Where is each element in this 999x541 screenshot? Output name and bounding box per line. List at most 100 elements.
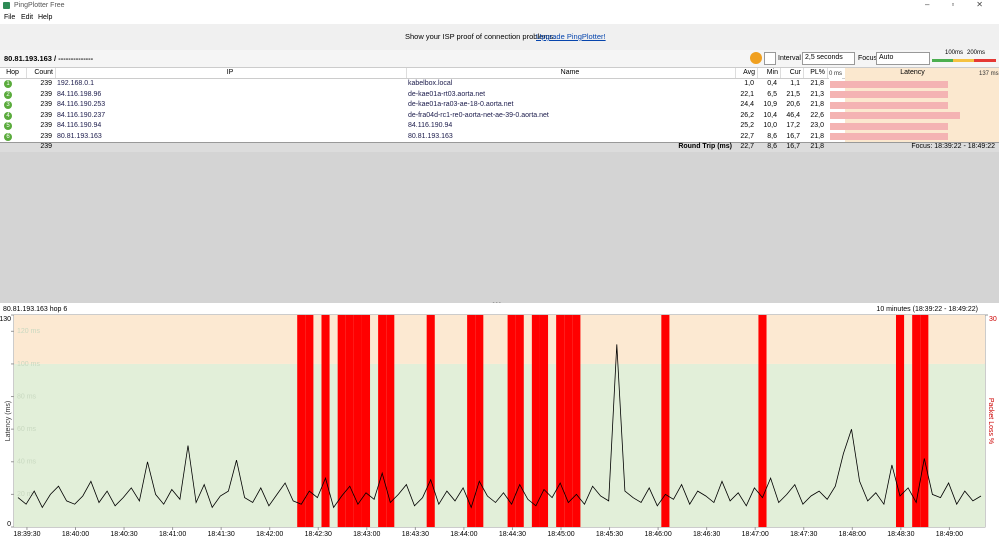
cell: 84.116.190.94 — [57, 122, 102, 129]
column-header[interactable]: Hop — [0, 68, 27, 78]
menu-item[interactable]: Edit — [21, 14, 34, 21]
cell: 1,0 — [744, 80, 754, 87]
summary-min: 8,6 — [767, 143, 777, 150]
x-tick-label: 18:41:00 — [159, 531, 186, 538]
cell: 16,7 — [786, 132, 800, 140]
packet-loss-bar — [515, 315, 524, 527]
x-tick-label: 18:40:30 — [110, 531, 137, 538]
latency-line — [17, 344, 982, 509]
pause-button[interactable] — [750, 52, 762, 64]
packet-loss-bar — [661, 315, 670, 527]
column-header[interactable]: Min — [757, 68, 781, 78]
cell: 22,6 — [810, 111, 824, 119]
cell: 22,1 — [740, 90, 754, 98]
chart-subtitle: 10 minutes (18:39:22 - 18:49:22) — [876, 306, 978, 313]
zone — [14, 315, 985, 364]
row-bar — [830, 112, 960, 119]
x-tick-label: 18:45:30 — [596, 531, 623, 538]
hop-badge: 3 — [4, 101, 12, 109]
cell: 192.168.0.1 — [57, 80, 94, 87]
packet-loss-bar — [361, 315, 371, 527]
hop-badge: 5 — [4, 122, 12, 130]
menu-item[interactable]: File — [4, 14, 16, 21]
cell: 21,8 — [810, 101, 824, 108]
packet-loss-bar — [475, 315, 484, 527]
cell: 84.116.198.96 — [57, 90, 102, 98]
summary-avg: 22,7 — [740, 143, 754, 150]
packet-loss-bar — [467, 315, 476, 527]
y-tick-label: 20 ms — [17, 491, 37, 498]
x-tick-label: 18:45:00 — [547, 531, 574, 538]
column-header[interactable]: Count — [26, 68, 56, 78]
cell: 25,2 — [740, 122, 754, 129]
packet-loss-bar — [353, 315, 362, 527]
x-tick-label: 18:44:00 — [450, 531, 477, 538]
cell: 21,8 — [810, 80, 824, 87]
column-header[interactable]: Latency — [827, 68, 999, 78]
focus-select[interactable]: Auto — [876, 52, 930, 65]
window-controls[interactable]: –▫✕ — [925, 0, 999, 9]
column-header[interactable]: Name — [406, 68, 736, 78]
column-header[interactable]: Cur — [780, 68, 804, 78]
cell: 8,6 — [767, 132, 777, 140]
packet-loss-bar — [305, 315, 314, 527]
window-title: PingPlotter Free — [14, 2, 65, 9]
cell: 22,7 — [740, 132, 754, 140]
cell: 26,2 — [740, 111, 754, 119]
zone — [14, 363, 985, 527]
packet-loss-bar — [386, 315, 395, 527]
toolbar — [0, 50, 999, 68]
cell: 46,4 — [786, 111, 800, 119]
empty-area — [0, 151, 999, 303]
cell: 84.116.190.94 — [408, 122, 453, 129]
cell: kabelbox.local — [408, 80, 453, 87]
row-bar — [830, 101, 948, 109]
row-bar — [830, 91, 948, 98]
upgrade-link[interactable]: Upgrade PingPlotter! — [536, 32, 606, 41]
column-header[interactable]: PL% — [803, 68, 828, 78]
cell: 21,5 — [786, 90, 800, 98]
y-tick-label: 120 ms — [17, 328, 40, 335]
cell: 17,2 — [786, 122, 800, 129]
scale-200: 200ms — [967, 50, 986, 56]
y2-axis-label: Packet Loss % — [987, 398, 994, 444]
cell: 1,1 — [790, 80, 800, 87]
banner — [0, 24, 999, 50]
table-header — [0, 68, 999, 79]
cell: de-kae01a-ra03-ae-18-0.aorta.net — [408, 101, 514, 108]
cell: 0,4 — [767, 80, 777, 87]
x-tick-label: 18:44:30 — [499, 531, 526, 538]
cell: 239 — [40, 80, 52, 87]
options-button[interactable] — [764, 52, 776, 65]
app-icon — [3, 2, 10, 9]
cell: de-kae01a-rt03.aorta.net — [408, 90, 486, 98]
column-header[interactable]: Avg — [735, 68, 758, 78]
hop-badge: 6 — [4, 132, 12, 141]
packet-loss-bar — [297, 315, 306, 527]
packet-loss-bar — [920, 315, 929, 527]
x-tick-label: 18:41:30 — [208, 531, 235, 538]
x-tick-label: 18:39:30 — [13, 531, 40, 538]
hop-badge: 4 — [4, 111, 12, 120]
packet-loss-bar — [321, 315, 330, 527]
row-bar — [830, 133, 948, 140]
x-tick-label: 18:47:00 — [742, 531, 769, 538]
scale-100: 100ms — [945, 50, 964, 56]
menu-item[interactable]: Help — [38, 14, 53, 21]
x-tick-label: 18:42:00 — [256, 531, 283, 538]
summary-label: Round Trip (ms) — [678, 143, 732, 150]
x-tick-label: 18:46:30 — [693, 531, 720, 538]
x-tick-label: 18:43:30 — [402, 531, 429, 538]
cell: 80.81.193.163 — [408, 132, 453, 140]
interval-select[interactable]: 2,5 seconds — [802, 52, 855, 65]
y2-tick-label: 30 — [989, 316, 997, 323]
column-header[interactable]: IP — [55, 68, 407, 78]
x-tick-label: 18:47:30 — [790, 531, 817, 538]
packet-loss-bar — [758, 315, 767, 527]
cell: 239 — [40, 90, 52, 98]
cell: 21,8 — [810, 132, 824, 140]
y-tick-label: 40 ms — [17, 459, 37, 466]
